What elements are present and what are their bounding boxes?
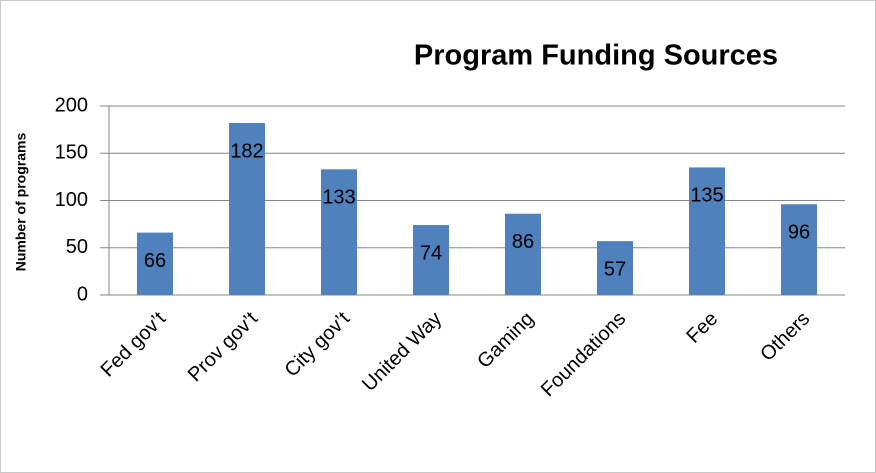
data-label: 86 — [512, 231, 534, 253]
data-label: 135 — [690, 185, 723, 207]
y-axis-label: Number of programs — [13, 133, 29, 272]
y-tick-label: 100 — [55, 189, 88, 211]
data-label: 74 — [420, 242, 442, 264]
data-label: 96 — [788, 222, 810, 244]
bar — [137, 232, 173, 295]
y-tick-label: 200 — [55, 94, 88, 116]
chart-title: Program Funding Sources — [414, 40, 778, 72]
bar — [321, 169, 357, 295]
data-label: 182 — [230, 140, 263, 162]
data-label: 66 — [144, 250, 166, 272]
data-label: 57 — [604, 258, 626, 280]
data-label: 133 — [322, 187, 355, 209]
bar — [597, 241, 633, 295]
y-tick-label: 150 — [55, 142, 88, 164]
y-tick-label: 0 — [77, 283, 88, 305]
y-tick-label: 50 — [66, 236, 88, 258]
bar — [413, 225, 449, 295]
bar — [505, 213, 541, 295]
bar — [229, 123, 265, 295]
bar — [781, 204, 817, 295]
bar — [689, 167, 725, 295]
